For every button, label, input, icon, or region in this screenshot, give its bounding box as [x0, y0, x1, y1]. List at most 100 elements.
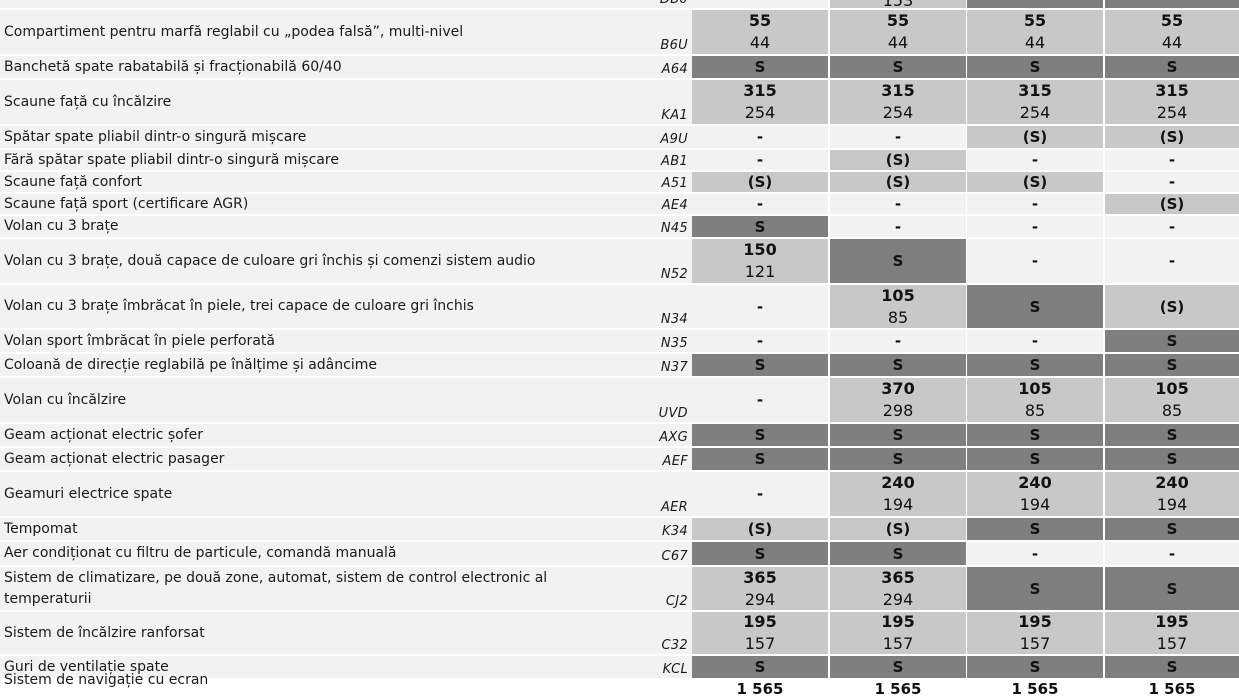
cell-value: (S) — [747, 520, 773, 538]
price-without-vat: 254 — [1019, 103, 1051, 122]
trim-cell: - — [967, 330, 1103, 352]
option-code: B6U — [660, 38, 688, 53]
option-code: N37 — [660, 360, 688, 375]
trim-cell: 315 254 — [830, 80, 966, 124]
price-with-vat: 195 — [1018, 612, 1052, 631]
option-name: Geam acționat electric șofer — [4, 426, 203, 443]
cell-value: 1 565 — [1011, 680, 1059, 698]
cell-value: - — [894, 217, 902, 236]
price-with-vat: 240 — [1018, 473, 1052, 492]
cell-value: S — [1029, 520, 1041, 538]
option-name: Sistem de încălzire ranforsat — [4, 624, 205, 641]
price-with-vat: 105 — [1018, 379, 1052, 398]
trim-cell: 195 157 — [692, 612, 828, 654]
option-name: Volan cu 3 brațe îmbrăcat în piele, trei… — [4, 298, 474, 314]
table-row: Sistem de încălzire ranforsat C32 195 157 19… — [0, 612, 1239, 656]
trim-cell: - — [967, 194, 1103, 214]
option-code: AE4 — [661, 198, 688, 213]
table-row: Volan sport îmbrăcat în piele perforată N… — [0, 330, 1239, 354]
option-code: K34 — [662, 524, 688, 539]
price-with-vat: 240 — [1155, 473, 1189, 492]
trim-cell: S — [1105, 56, 1239, 78]
trim-cell: S — [967, 354, 1103, 376]
option-name: Coloană de direcție reglabilă pe înălțim… — [4, 356, 377, 373]
table-row: Geam acționat electric pasager AEF S S S S — [0, 448, 1239, 472]
trim-cell: (S) — [1105, 285, 1239, 328]
trim-cell: S — [692, 216, 828, 237]
trim-cell: (S) — [692, 518, 828, 540]
price-without-vat: 294 — [882, 589, 914, 609]
option-name: Spătar spate pliabil dintr-o singură miș… — [4, 128, 307, 145]
price-without-vat: 85 — [1024, 401, 1046, 420]
cell-value: - — [756, 195, 764, 213]
trim-cell — [692, 0, 828, 8]
price-without-vat: 44 — [1024, 33, 1046, 52]
cell-value: - — [1031, 252, 1039, 270]
trim-cell: - — [1105, 216, 1239, 237]
cell-value: - — [1031, 151, 1039, 169]
row-description: Volan cu încălzire UVD — [0, 378, 692, 422]
trim-cell: 240 194 — [967, 472, 1103, 516]
cell-value: S — [1166, 520, 1178, 538]
trim-cell: - — [967, 216, 1103, 237]
cell-value: - — [1168, 151, 1176, 169]
table-row: Scaune față cu încălzire KA1 315 254 315 254 3… — [0, 80, 1239, 126]
price-without-vat: 254 — [744, 103, 776, 122]
price-with-vat: 195 — [743, 612, 777, 631]
table-row: Volan cu încălzire UVD -370 298 105 85 105 85 — [0, 378, 1239, 424]
row-description: Tempomat K34 — [0, 518, 692, 540]
cell-value: - — [1168, 217, 1176, 236]
option-name: Volan cu 3 brațe, două capace de culoare… — [4, 252, 536, 269]
cell-value: S — [754, 450, 766, 468]
table-row: Aer condiționat cu filtru de particule, … — [0, 542, 1239, 567]
price-without-vat: 157 — [1156, 634, 1188, 653]
trim-cell: (S) — [830, 150, 966, 170]
trim-cell: 365 294 — [692, 567, 828, 610]
trim-cell: - — [830, 216, 966, 237]
trim-cell: S — [830, 354, 966, 376]
cell-value: S — [892, 658, 904, 676]
trim-cell: S — [830, 56, 966, 78]
cell-value: S — [1166, 332, 1178, 350]
trim-cell: S — [967, 424, 1103, 446]
cell-value: S — [1029, 426, 1041, 444]
price-with-vat: 315 — [1018, 81, 1052, 100]
option-code: N45 — [660, 221, 688, 236]
trim-cell: (S) — [830, 172, 966, 192]
price-without-vat: 85 — [887, 307, 909, 327]
row-description: Geamuri electrice spate AER — [0, 472, 692, 516]
trim-cell — [1105, 0, 1239, 8]
trim-cell: S — [967, 656, 1103, 678]
trim-cell: (S) — [1105, 194, 1239, 214]
cell-value: S — [892, 252, 904, 270]
option-name: Aer condiționat cu filtru de particule, … — [4, 545, 397, 561]
row-description: Guri de ventilație spate KCL — [0, 656, 692, 678]
trim-cell: - — [692, 150, 828, 170]
trim-cell: (S) — [830, 518, 966, 540]
trim-cell: 55 44 — [1105, 10, 1239, 54]
cell-value: 1 565 — [874, 680, 922, 698]
cell-value: (S) — [885, 520, 911, 538]
row-description: Volan cu 3 brațe N45 — [0, 216, 692, 237]
trim-cell: - — [967, 542, 1103, 565]
price-with-vat: 195 — [881, 612, 915, 631]
trim-cell: 105 85 — [830, 285, 966, 328]
cell-value: - — [1031, 544, 1039, 563]
price-with-vat: 55 — [748, 11, 772, 30]
cell-value: S — [1166, 58, 1178, 76]
cell-value: - — [1031, 217, 1039, 236]
price-without-vat: 294 — [744, 589, 776, 609]
cell-value: S — [1166, 450, 1178, 468]
trim-cell: - — [1105, 150, 1239, 170]
trim-cell: - — [830, 330, 966, 352]
trim-cell: - — [1105, 542, 1239, 565]
option-code: C32 — [661, 638, 688, 653]
row-description: Volan cu 3 brațe, două capace de culoare… — [0, 239, 692, 283]
price-with-vat: 105 — [881, 285, 915, 305]
trim-cell: S — [830, 656, 966, 678]
trim-cell: - — [692, 194, 828, 214]
cell-value: S — [1029, 58, 1041, 76]
cell-value: S — [892, 426, 904, 444]
cell-value: 1 565 — [1148, 680, 1196, 698]
